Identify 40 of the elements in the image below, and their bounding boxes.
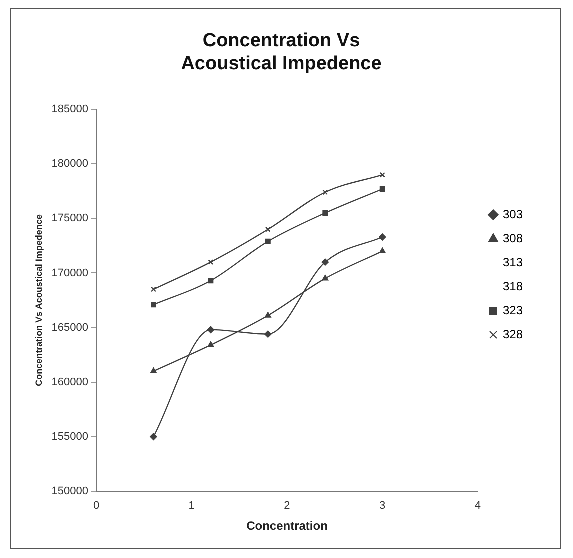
text: 318 — [502, 279, 524, 294]
legend-label: 308 — [502, 231, 524, 246]
legend-label: 328 — [502, 327, 524, 342]
point — [322, 210, 328, 216]
y-tick-label: 165000 — [52, 322, 89, 334]
y-tick-label: 175000 — [52, 212, 89, 225]
x-tick-label: 4 — [474, 500, 482, 512]
x-axis-title: Concentration — [246, 519, 328, 534]
y-tick-label: 185000 — [52, 104, 89, 116]
y-axis-title: Concentration Vs Acoustical Impedence — [34, 214, 44, 386]
point — [265, 238, 271, 244]
point — [380, 186, 386, 192]
point — [150, 368, 157, 374]
x-tick-label: 1 — [188, 500, 195, 512]
point — [151, 302, 156, 308]
x-tick-label: 0 — [93, 500, 100, 512]
point — [208, 342, 214, 348]
y-tick-label: 170000 — [52, 267, 89, 280]
chart-title: Concentration Vs Acoustical Impedence — [181, 30, 382, 74]
legend-label: 303 — [502, 207, 524, 222]
point — [208, 260, 214, 266]
point — [322, 190, 328, 196]
point — [265, 226, 271, 232]
y-tick-label: 180000 — [52, 158, 89, 170]
point — [208, 278, 214, 284]
point — [207, 326, 215, 334]
point — [322, 258, 329, 266]
x-tick-label: 2 — [284, 500, 290, 512]
point — [379, 248, 386, 254]
point — [264, 330, 272, 338]
text: 313 — [502, 255, 524, 270]
y-tick-label: 160000 — [52, 376, 89, 388]
y-tick-label: 150000 — [52, 485, 89, 498]
point — [379, 234, 386, 241]
x-tick-label: 3 — [380, 500, 386, 512]
point — [150, 433, 158, 440]
point — [264, 312, 272, 318]
y-tick-label: 155000 — [52, 430, 89, 443]
point — [322, 275, 329, 281]
legend-label: 323 — [502, 303, 524, 318]
